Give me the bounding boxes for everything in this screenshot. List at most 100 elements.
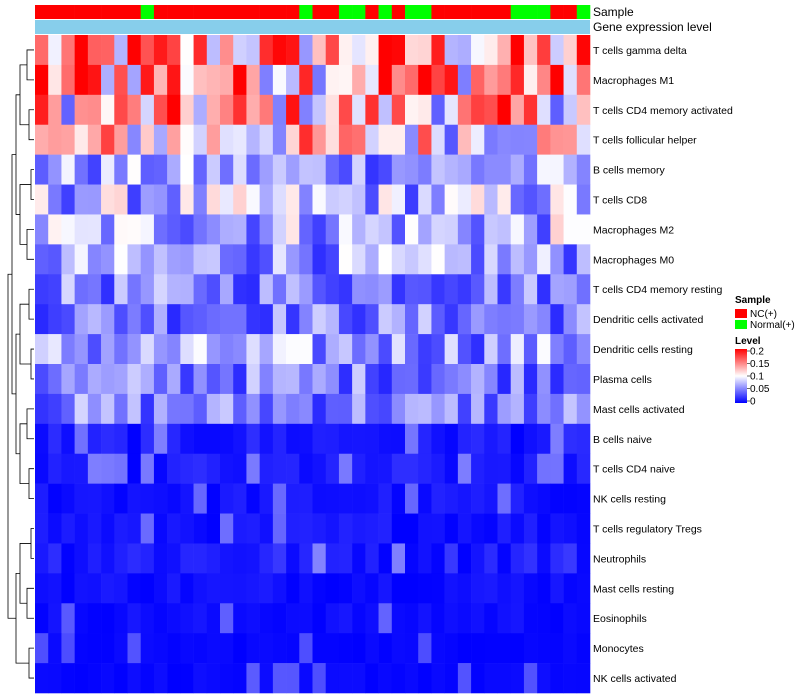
heatmap-cell [405, 154, 419, 185]
heatmap-cell [127, 94, 142, 126]
heatmap-cell [457, 304, 472, 335]
heatmap-cell [246, 184, 260, 215]
heatmap-cell [286, 364, 300, 395]
heatmap-cell [180, 364, 194, 395]
heatmap-cell [444, 184, 459, 215]
heatmap-cell [444, 364, 459, 395]
heatmap-cell [101, 483, 115, 514]
heatmap-cell [206, 304, 221, 335]
heatmap-cell [523, 483, 538, 514]
heatmap-cell [61, 35, 75, 66]
heatmap-cell [233, 244, 247, 275]
heatmap-cell [312, 244, 327, 275]
heatmap-cell [299, 513, 313, 544]
heatmap-cell [365, 35, 379, 66]
sample-annotation-cell [537, 5, 551, 19]
heatmap-cell [576, 94, 591, 126]
dendrogram-branch [30, 348, 34, 380]
heatmap-cell [153, 543, 168, 574]
heatmap-cell [259, 274, 274, 305]
heatmap-cell [576, 663, 591, 694]
heatmap-cell [233, 184, 247, 215]
heatmap-cell [233, 364, 247, 395]
heatmap-cell [220, 453, 234, 484]
heatmap-cell [180, 663, 194, 694]
heatmap-cell [576, 214, 591, 245]
heatmap-cell [259, 423, 274, 455]
heatmap-cell [378, 214, 393, 245]
heatmap-cell [537, 543, 551, 574]
heatmap-cell [391, 453, 406, 484]
heatmap-cell [497, 274, 512, 305]
heatmap-cell [140, 214, 155, 245]
heatmap-cell [299, 334, 313, 365]
heatmap-cell [87, 483, 102, 514]
heatmap-cell [127, 513, 142, 544]
sample-annotation-cell [153, 5, 168, 19]
heatmap-cell [180, 244, 194, 275]
heatmap-cell [550, 64, 564, 96]
heatmap-cell [457, 244, 472, 275]
dendrogram-branch [15, 94, 20, 215]
sample-annotation-cell [510, 5, 525, 19]
heatmap-cell [140, 364, 155, 395]
heatmap-cell [537, 483, 551, 514]
heatmap-cell [74, 124, 89, 155]
dendrogram-branch [26, 587, 34, 619]
heatmap-cell [140, 453, 155, 484]
heatmap-cell [193, 573, 208, 604]
heatmap-cell [193, 274, 208, 305]
heatmap-cell [378, 453, 393, 484]
heatmap-cell [206, 154, 221, 185]
heatmap-cell [140, 274, 155, 305]
heatmap-cell [61, 393, 75, 425]
heatmap-cell [87, 154, 102, 185]
heatmap-cell [127, 124, 142, 155]
heatmap-cell [48, 393, 62, 425]
heatmap-cell [101, 214, 115, 245]
heatmap-cell [444, 453, 459, 484]
heatmap-cell [523, 124, 538, 155]
heatmap-cell [220, 334, 234, 365]
heatmap-cell [484, 663, 498, 694]
row-label: T cells gamma delta [593, 45, 687, 57]
heatmap-cell [153, 64, 168, 96]
row-label: T cells CD4 memory activated [593, 105, 733, 117]
sample-annotation-cell [391, 5, 406, 19]
heatmap-cell [510, 184, 525, 215]
heatmap-cell [444, 483, 459, 514]
dendrogram-branch [26, 229, 34, 260]
heatmap-cell [140, 64, 155, 96]
heatmap-cell [405, 364, 419, 395]
heatmap-cell [497, 633, 512, 664]
heatmap-cell [193, 124, 208, 155]
heatmap-cell [61, 214, 75, 245]
heatmap-cell [220, 124, 234, 155]
heatmap-cell [101, 633, 115, 664]
heatmap-cell [352, 603, 366, 634]
sample-annotation-cell [550, 5, 564, 19]
sample-annotation-cell [471, 5, 485, 19]
heatmap-cell [510, 274, 525, 305]
heatmap-cell [180, 64, 194, 96]
heatmap-cell [365, 64, 379, 96]
heatmap-cell [563, 154, 578, 185]
heatmap-cell [140, 573, 155, 604]
dendrogram-branch [19, 64, 29, 126]
heatmap-cell [391, 483, 406, 514]
heatmap-cell [127, 633, 142, 664]
heatmap-cell [48, 35, 62, 66]
heatmap-cell [220, 393, 234, 425]
heatmap-cell [140, 334, 155, 365]
heatmap-cell [87, 35, 102, 66]
heatmap-cell [312, 603, 327, 634]
heatmap-cell [418, 573, 432, 604]
heatmap-cell [61, 603, 75, 634]
heatmap-cell [167, 184, 181, 215]
row-label: B cells naive [593, 434, 652, 446]
heatmap-cell [153, 274, 168, 305]
row-label: Plasma cells [593, 374, 652, 386]
heatmap-cell [312, 334, 327, 365]
heatmap-cell [457, 154, 472, 185]
heatmap-cell [299, 393, 313, 425]
